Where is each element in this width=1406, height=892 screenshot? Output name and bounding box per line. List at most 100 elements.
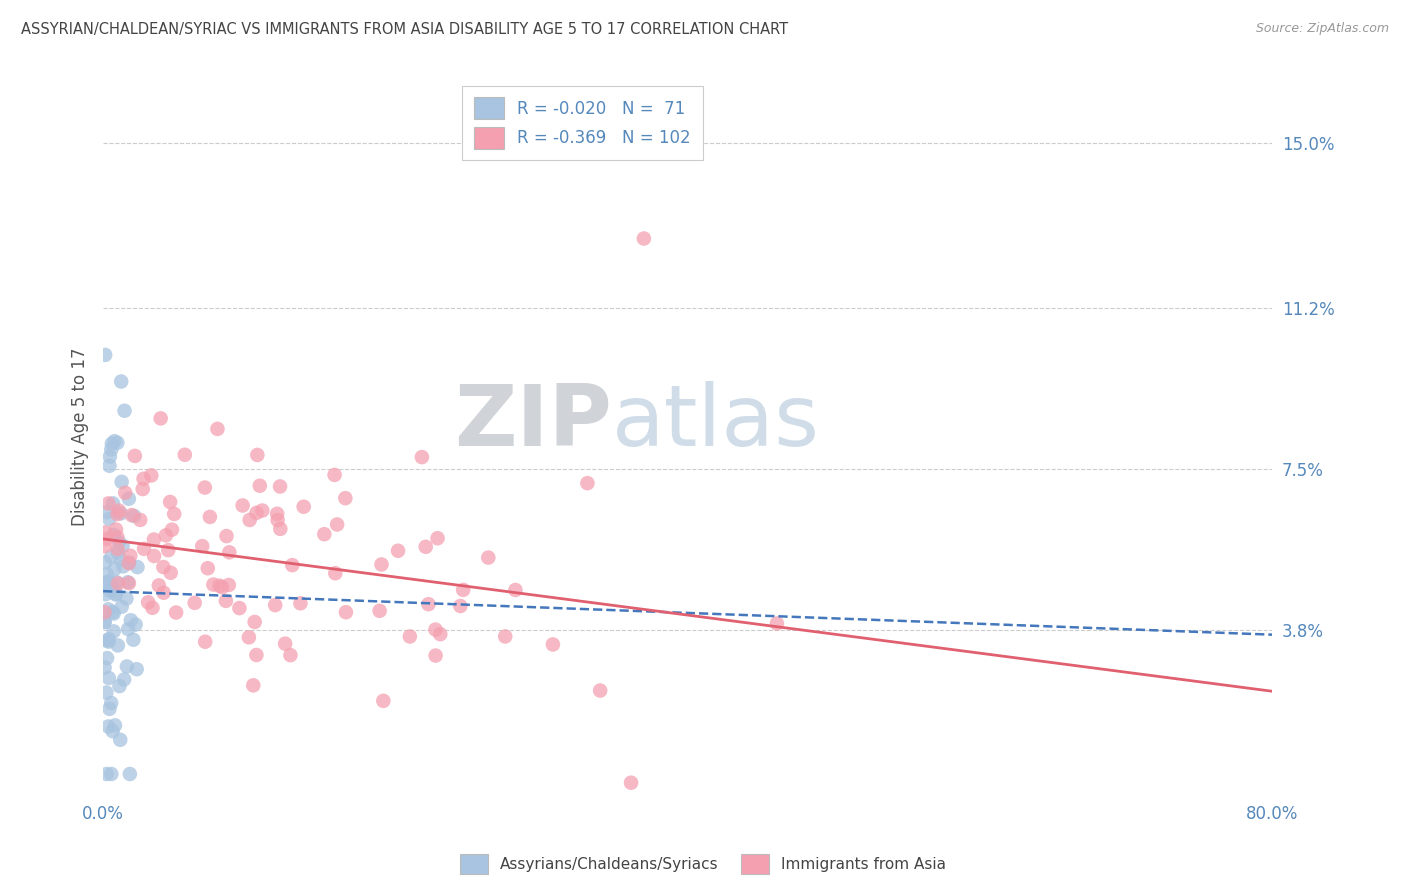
Point	[111, 475, 134, 489]
Point	[97, 671, 120, 685]
Point	[96, 685, 118, 699]
Point	[124, 449, 146, 463]
Point	[232, 499, 254, 513]
Point	[98, 702, 121, 716]
Point	[122, 632, 145, 647]
Point	[218, 545, 240, 559]
Point	[110, 375, 132, 389]
Point	[104, 587, 127, 601]
Point	[118, 491, 141, 506]
Point	[215, 594, 238, 608]
Point	[98, 512, 121, 526]
Point	[148, 578, 170, 592]
Point	[494, 630, 516, 644]
Point	[290, 596, 312, 610]
Point	[100, 549, 122, 564]
Point	[415, 540, 437, 554]
Point	[243, 615, 266, 629]
Point	[238, 630, 260, 644]
Point	[101, 605, 124, 619]
Point	[335, 491, 357, 505]
Point	[100, 696, 122, 710]
Point	[107, 545, 129, 559]
Point	[107, 530, 129, 544]
Point	[127, 560, 149, 574]
Point	[114, 485, 136, 500]
Point	[118, 556, 141, 570]
Point	[94, 348, 117, 362]
Point	[112, 559, 135, 574]
Point	[118, 767, 141, 781]
Text: atlas: atlas	[612, 381, 820, 464]
Point	[117, 575, 139, 590]
Point	[245, 648, 267, 662]
Point	[105, 575, 128, 590]
Point	[207, 422, 229, 436]
Point	[449, 599, 471, 613]
Point	[129, 513, 152, 527]
Point	[173, 448, 195, 462]
Point	[96, 532, 118, 546]
Point	[269, 522, 291, 536]
Point	[100, 442, 122, 457]
Point	[239, 513, 262, 527]
Point	[108, 679, 131, 693]
Point	[418, 597, 440, 611]
Point	[398, 630, 420, 644]
Point	[370, 558, 392, 572]
Point	[120, 549, 142, 563]
Point	[198, 509, 221, 524]
Point	[242, 678, 264, 692]
Point	[252, 503, 274, 517]
Point	[107, 639, 129, 653]
Point	[152, 560, 174, 574]
Point	[107, 542, 129, 557]
Point	[766, 616, 789, 631]
Point	[143, 549, 166, 563]
Point	[93, 615, 115, 630]
Point	[194, 481, 217, 495]
Point	[96, 651, 118, 665]
Point	[477, 550, 499, 565]
Point	[114, 403, 136, 417]
Point	[136, 595, 159, 609]
Point	[105, 435, 128, 450]
Point	[101, 496, 124, 510]
Point	[118, 576, 141, 591]
Point	[96, 575, 118, 590]
Point	[249, 479, 271, 493]
Point	[245, 506, 267, 520]
Point	[163, 507, 186, 521]
Legend: R = -0.020   N =  71, R = -0.369   N = 102: R = -0.020 N = 71, R = -0.369 N = 102	[463, 86, 703, 161]
Point	[191, 539, 214, 553]
Point	[110, 553, 132, 567]
Point	[323, 566, 346, 581]
Point	[211, 580, 233, 594]
Point	[98, 458, 121, 473]
Y-axis label: Disability Age 5 to 17: Disability Age 5 to 17	[72, 347, 89, 526]
Point	[335, 605, 357, 619]
Point	[110, 732, 132, 747]
Point	[103, 528, 125, 542]
Text: ASSYRIAN/CHALDEAN/SYRIAC VS IMMIGRANTS FROM ASIA DISABILITY AGE 5 TO 17 CORRELAT: ASSYRIAN/CHALDEAN/SYRIAC VS IMMIGRANTS F…	[21, 22, 789, 37]
Point	[101, 724, 124, 739]
Point	[159, 566, 181, 580]
Point	[246, 448, 269, 462]
Point	[368, 604, 391, 618]
Point	[132, 472, 155, 486]
Point	[115, 659, 138, 673]
Point	[118, 556, 141, 570]
Point	[131, 482, 153, 496]
Point	[149, 411, 172, 425]
Point	[107, 576, 129, 591]
Point	[194, 634, 217, 648]
Legend: Assyrians/Chaldeans/Syriacs, Immigrants from Asia: Assyrians/Chaldeans/Syriacs, Immigrants …	[454, 848, 952, 880]
Point	[115, 591, 138, 606]
Point	[103, 562, 125, 576]
Point	[314, 527, 336, 541]
Point	[208, 579, 231, 593]
Point	[183, 596, 205, 610]
Point	[152, 585, 174, 599]
Point	[451, 582, 474, 597]
Point	[97, 634, 120, 648]
